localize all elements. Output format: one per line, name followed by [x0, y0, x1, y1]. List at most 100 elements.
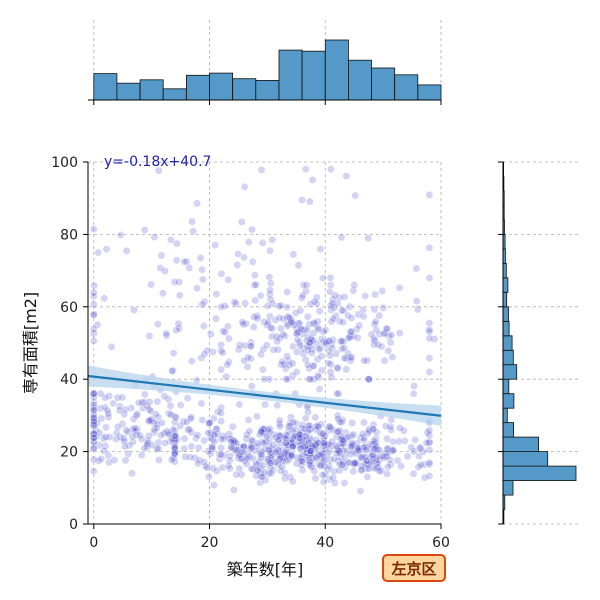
scatter-point [288, 318, 297, 327]
scatter-point [276, 324, 285, 333]
scatter-point [198, 275, 207, 284]
scatter-point [235, 451, 244, 460]
scatter-point [226, 452, 234, 460]
right-hist-bar [502, 306, 509, 322]
scatter-point [349, 286, 358, 295]
scatter-point [243, 454, 252, 463]
scatter-point [332, 349, 340, 358]
scatter-point [153, 397, 162, 406]
scatter-point [339, 436, 347, 445]
scatter-point [397, 462, 405, 470]
scatter-point [89, 417, 98, 426]
scatter-point [298, 196, 306, 204]
scatter-point [225, 464, 234, 473]
scatter-point [381, 422, 390, 430]
scatter-point [250, 271, 259, 280]
scatter-point [206, 330, 215, 338]
scatter-point [286, 473, 295, 482]
scatter-point [283, 287, 292, 296]
scatter-point [399, 426, 408, 435]
scatter-point [105, 433, 114, 441]
scatter-point [389, 437, 397, 446]
scatter-point [104, 451, 113, 460]
scatter-point [334, 428, 343, 436]
scatter-point [89, 433, 98, 442]
scatter-point [305, 338, 314, 347]
scatter-point [324, 336, 333, 345]
scatter-point [240, 253, 248, 262]
scatter-point [167, 235, 175, 244]
scatter-point [271, 316, 280, 324]
scatter-point [305, 460, 314, 469]
scatter-point [145, 416, 154, 425]
scatter-point [292, 347, 301, 356]
scatter-point [294, 261, 303, 270]
scatter-point [218, 463, 227, 472]
scatter-point [252, 280, 260, 289]
scatter-point [140, 444, 149, 453]
scatter-point [193, 284, 201, 293]
scatter-point [227, 437, 235, 446]
scatter-point [224, 461, 233, 470]
scatter-point [124, 449, 133, 458]
scatter-point [217, 365, 225, 374]
scatter-point [314, 324, 322, 332]
scatter-point [158, 289, 167, 298]
scatter-point [274, 460, 283, 469]
scatter-point [360, 356, 368, 365]
scatter-point [96, 404, 104, 413]
scatter-point [89, 310, 98, 319]
scatter-point [127, 469, 136, 478]
scatter-point [295, 434, 304, 443]
scatter-point [365, 425, 373, 433]
top-hist-bar [278, 49, 303, 101]
scatter-point [412, 264, 421, 273]
scatter-point [197, 353, 206, 362]
scatter-point [425, 273, 434, 282]
scatter-point [198, 416, 207, 424]
scatter-point [273, 401, 282, 410]
scatter-point [171, 431, 180, 440]
scatter-point [416, 444, 425, 453]
scatter-point [275, 302, 284, 311]
scatter-point [275, 313, 284, 322]
scatter-point [387, 331, 396, 339]
top-hist-bar [255, 80, 280, 101]
scatter-point [265, 273, 274, 282]
scatter-point [347, 314, 356, 322]
scatter-point [287, 318, 295, 326]
scatter-point [350, 281, 359, 289]
scatter-point [135, 431, 144, 440]
scatter-point [262, 432, 271, 441]
scatter-point [153, 320, 162, 329]
scatter-point [384, 346, 393, 355]
scatter-point [359, 443, 368, 452]
scatter-point [104, 409, 113, 418]
scatter-point [137, 451, 146, 459]
scatter-point [262, 341, 271, 350]
scatter-point [154, 444, 163, 453]
scatter-point [102, 245, 111, 254]
top-hist-bar [417, 84, 442, 101]
scatter-point [395, 329, 404, 338]
scatter-point [267, 469, 275, 478]
scatter-point [266, 246, 274, 255]
scatter-point [282, 375, 291, 384]
scatter-point [368, 424, 377, 433]
scatter-point [95, 429, 104, 437]
scatter-point [107, 342, 116, 351]
scatter-point [266, 286, 274, 295]
scatter-point [241, 299, 249, 308]
scatter-point [217, 340, 225, 349]
scatter-point [328, 299, 337, 308]
scatter-point [217, 417, 225, 426]
right-hist-bar [502, 378, 510, 395]
scatter-point [380, 356, 389, 365]
scatter-point [258, 472, 267, 481]
scatter-point [244, 415, 253, 424]
scatter-point [334, 364, 342, 373]
scatter-point [352, 325, 361, 334]
district-badge-box [382, 554, 446, 582]
scatter-point [292, 459, 301, 468]
